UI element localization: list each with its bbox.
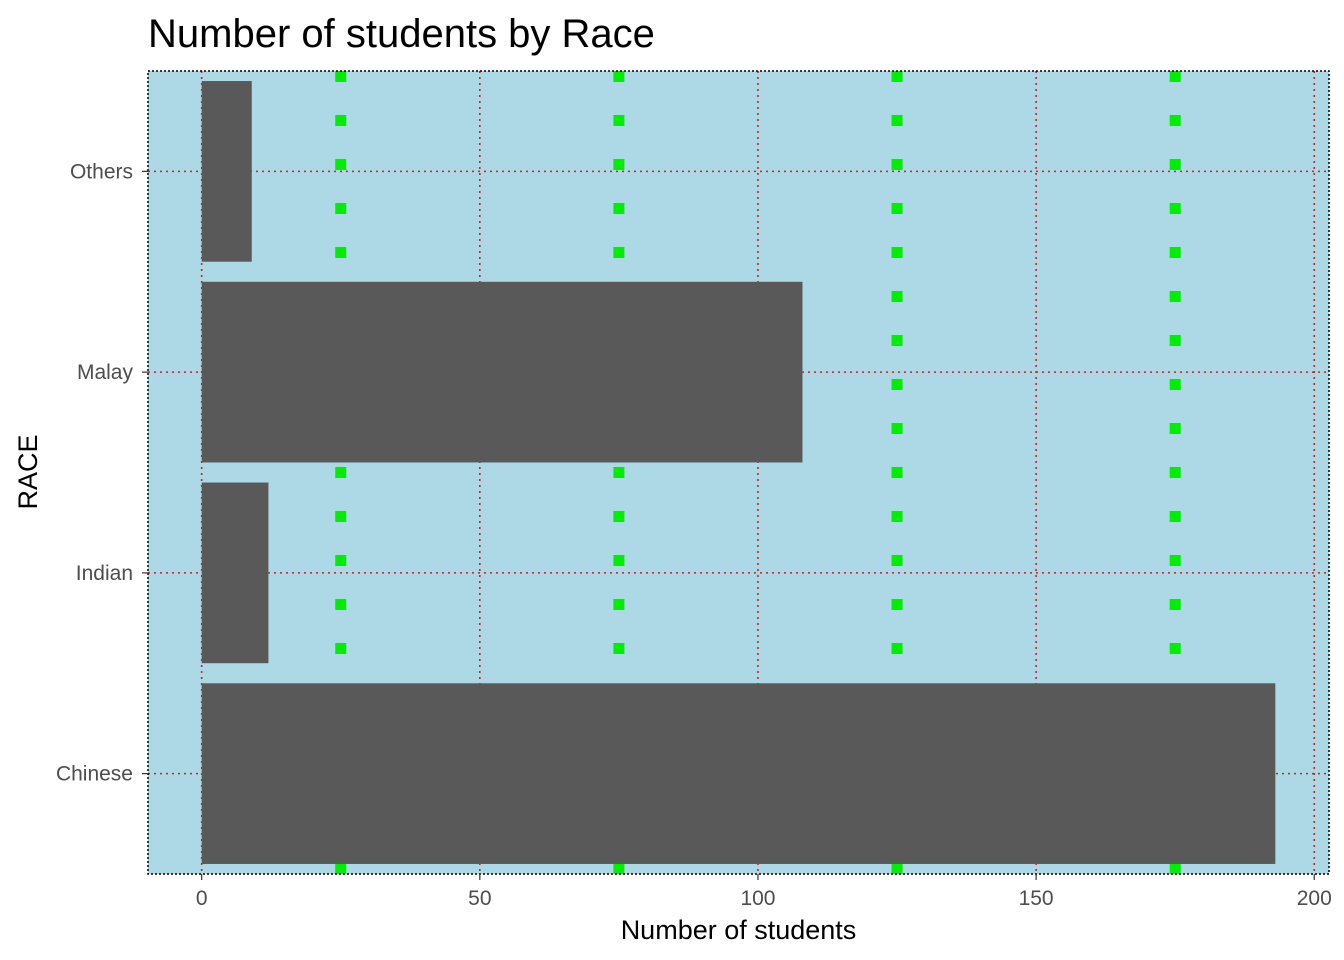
bar-malay [201, 281, 803, 463]
x-tick-label-100: 100 [740, 887, 775, 910]
y-axis-ticks: Chinese Indian Malay Others [56, 160, 148, 786]
bars [201, 81, 1276, 864]
x-axis-ticks: 0 50 100 150 200 [196, 874, 1332, 910]
y-tick-label-indian: Indian [76, 562, 133, 585]
y-axis-title: RACE [13, 434, 43, 509]
bar-indian [201, 482, 269, 664]
chart-title: Number of students by Race [148, 12, 655, 56]
y-tick-label-chinese: Chinese [56, 763, 133, 786]
x-tick-label-50: 50 [468, 887, 491, 910]
x-tick-label-150: 150 [1019, 887, 1054, 910]
y-tick-label-others: Others [70, 160, 133, 183]
y-tick-label-malay: Malay [77, 361, 134, 384]
bar-chinese [201, 683, 1276, 864]
bar-others [201, 81, 252, 262]
x-axis-title: Number of students [621, 915, 857, 945]
x-tick-label-0: 0 [196, 887, 208, 910]
x-tick-label-200: 200 [1297, 887, 1332, 910]
